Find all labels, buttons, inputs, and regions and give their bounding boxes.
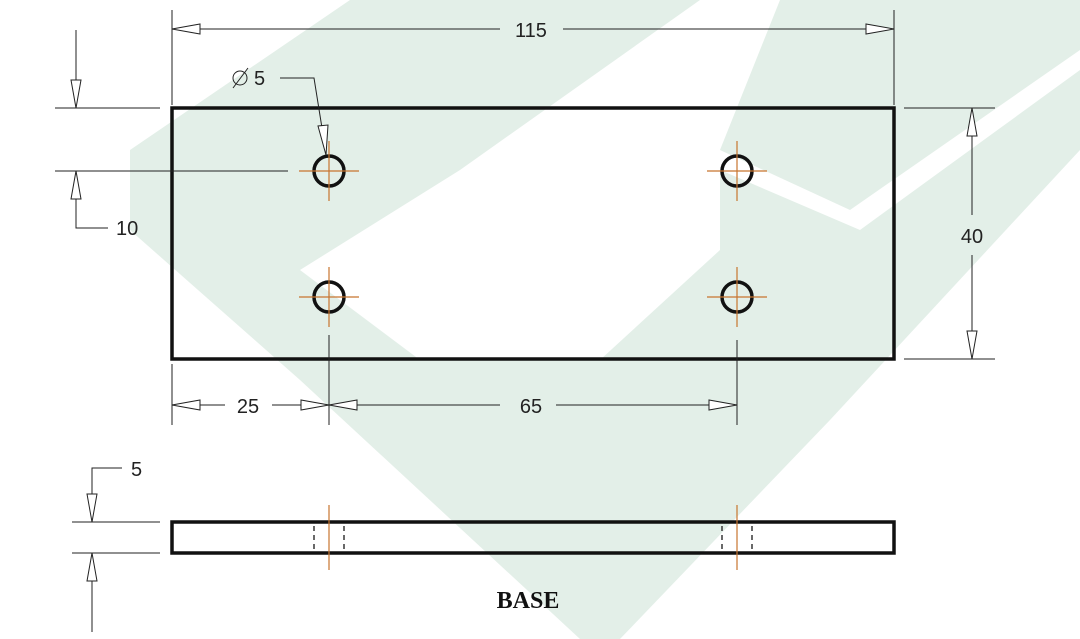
hole-bottom-left bbox=[299, 267, 359, 327]
dimension-height-label: 40 bbox=[961, 226, 983, 248]
dimension-thickness-label: 5 bbox=[131, 459, 142, 481]
dimension-hole-offset-left-label: 25 bbox=[237, 396, 259, 418]
dimension-thickness: 5 bbox=[72, 459, 160, 632]
hidden-hole-left bbox=[313, 505, 345, 570]
dimension-hole-spacing-label: 65 bbox=[520, 396, 542, 418]
hole-top-right bbox=[707, 141, 767, 201]
base-plate-front-view bbox=[170, 520, 896, 555]
watermark-logo bbox=[130, 0, 1080, 639]
drawing-title: BASE bbox=[497, 588, 560, 614]
dimension-overall-length: 115 bbox=[171, 10, 895, 105]
dimension-hole-offset-top-label: 10 bbox=[116, 218, 138, 240]
dimension-hole-diameter-label: 5 bbox=[254, 68, 265, 90]
dimension-hole-spacing: 65 bbox=[328, 340, 738, 425]
hole-bottom-right bbox=[707, 267, 767, 327]
hole-top-left bbox=[299, 141, 359, 201]
dimension-overall-length-label: 115 bbox=[515, 20, 547, 42]
base-plate-top-view bbox=[170, 106, 896, 361]
dimension-hole-diameter: 5 bbox=[232, 67, 329, 156]
dimension-height: 40 bbox=[904, 107, 995, 360]
hidden-hole-right bbox=[721, 505, 753, 570]
dimension-hole-offset-top: 10 bbox=[55, 30, 288, 240]
dimension-hole-offset-left: 25 bbox=[171, 335, 330, 425]
